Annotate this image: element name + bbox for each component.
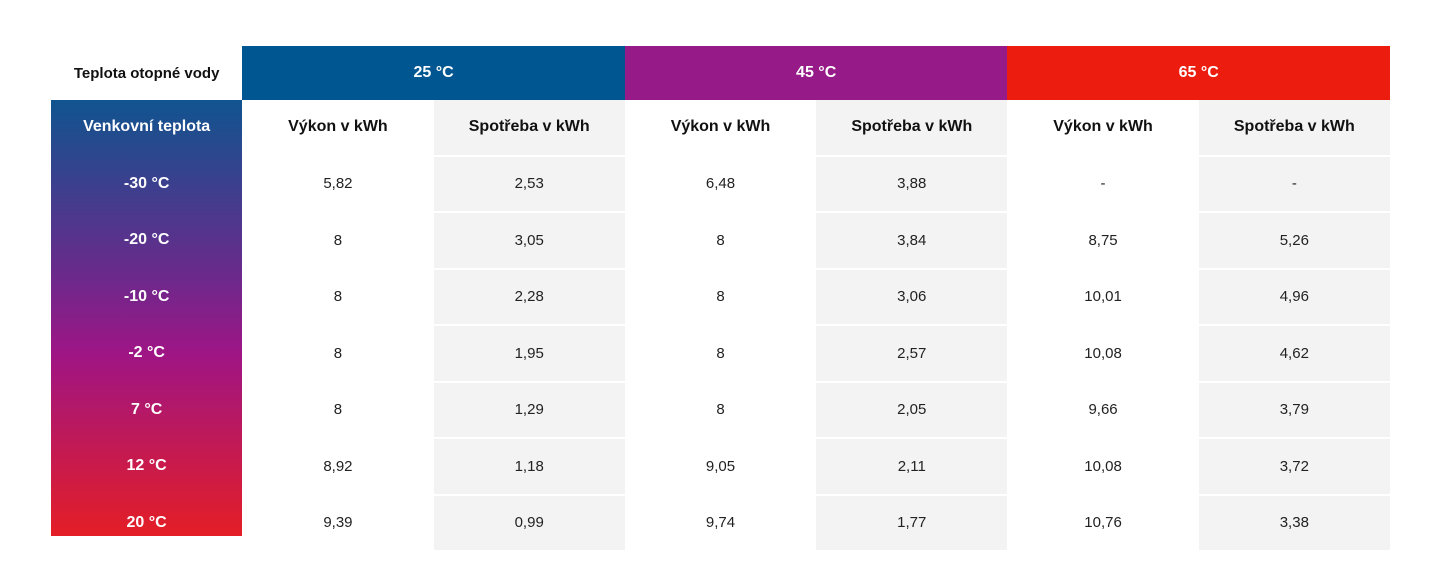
value-cell: 1,77 [816, 495, 1008, 550]
value-cell: 2,53 [433, 156, 625, 211]
value-cell: 3,72 [1198, 439, 1390, 494]
value-cell: 10,08 [1007, 439, 1199, 494]
value-cell: 3,79 [1198, 382, 1390, 437]
value-cell: 2,28 [433, 269, 625, 324]
value-cell: - [1007, 156, 1199, 211]
value-cell: 8 [242, 269, 434, 324]
value-cell: 1,95 [433, 326, 625, 381]
outdoor-temp-cell: 20 °C [126, 513, 167, 531]
outdoor-temp-cell: -20 °C [123, 231, 170, 249]
table-row: -10 °C 8 2,28 8 3,06 10,01 4,96 [51, 267, 1390, 324]
value-cell: - [1198, 156, 1390, 211]
outdoor-temp-cell: -30 °C [123, 174, 170, 192]
water-temp-header-row: Teplota otopné vody 25 °C 45 °C 65 °C [51, 46, 1391, 100]
value-cell: 8,92 [242, 439, 434, 494]
value-cell: 9,05 [624, 439, 817, 494]
outdoor-temp-cell: -2 °C [128, 344, 165, 362]
value-cell: 2,57 [816, 326, 1008, 381]
outdoor-temp-gradient [51, 100, 243, 536]
col-header-consumption: Spotřeba v kWh [816, 100, 1008, 155]
value-cell: 10,01 [1007, 269, 1199, 324]
col-header-power: Výkon v kWh [242, 100, 434, 155]
value-cell: 8,75 [1007, 213, 1199, 268]
value-cell: 5,26 [1198, 213, 1390, 268]
heat-pump-table: Teplota otopné vody 25 °C 45 °C 65 °C Ve… [51, 46, 1391, 550]
value-cell: 9,66 [1007, 382, 1199, 437]
table-row: -20 °C 8 3,05 8 3,84 8,75 5,26 [51, 211, 1390, 268]
outdoor-temp-label: Venkovní teplota [83, 118, 211, 136]
value-cell: 2,05 [816, 382, 1008, 437]
col-header-power: Výkon v kWh [1007, 100, 1199, 155]
value-cell: 8 [624, 269, 817, 324]
outdoor-temp-cell: 12 °C [126, 457, 167, 475]
value-cell: 1,18 [433, 439, 625, 494]
value-cell: 3,06 [816, 269, 1008, 324]
water-temp-65: 65 °C [1007, 46, 1391, 100]
value-cell: 1,29 [433, 382, 625, 437]
col-header-power: Výkon v kWh [624, 100, 817, 155]
value-cell: 6,48 [624, 156, 817, 211]
value-cell: 9,39 [242, 495, 434, 550]
value-cell: 10,76 [1007, 495, 1199, 550]
value-cell: 8 [242, 213, 434, 268]
value-cell: 8 [624, 326, 817, 381]
value-cell: 5,82 [242, 156, 434, 211]
value-cell: 3,05 [433, 213, 625, 268]
value-cell: 3,38 [1198, 495, 1390, 550]
value-cell: 9,74 [624, 495, 817, 550]
table-row: 7 °C 8 1,29 8 2,05 9,66 3,79 [51, 380, 1390, 437]
column-header-row: Venkovní teplota Výkon v kWh Spotřeba v … [51, 100, 1390, 155]
table-row: -2 °C 8 1,95 8 2,57 10,08 4,62 [51, 324, 1390, 381]
col-header-consumption: Spotřeba v kWh [1198, 100, 1390, 155]
table-row: 20 °C 9,39 0,99 9,74 1,77 10,76 3,38 [51, 493, 1390, 550]
value-cell: 3,84 [816, 213, 1008, 268]
water-temp-45: 45 °C [624, 46, 1008, 100]
value-cell: 8 [624, 213, 817, 268]
value-cell: 8 [624, 382, 817, 437]
value-cell: 8 [242, 382, 434, 437]
table-row: -30 °C 5,82 2,53 6,48 3,88 - - [51, 154, 1390, 211]
col-header-consumption: Spotřeba v kWh [433, 100, 625, 155]
value-cell: 2,11 [816, 439, 1008, 494]
water-temp-label: Teplota otopné vody [73, 64, 220, 82]
value-cell: 4,96 [1198, 269, 1390, 324]
outdoor-temp-cell: 7 °C [130, 400, 163, 418]
outdoor-temp-cell: -10 °C [123, 287, 170, 305]
water-temp-25: 25 °C [242, 46, 625, 100]
value-cell: 3,88 [816, 156, 1008, 211]
value-cell: 4,62 [1198, 326, 1390, 381]
value-cell: 8 [242, 326, 434, 381]
value-cell: 0,99 [433, 495, 625, 550]
value-cell: 10,08 [1007, 326, 1199, 381]
table-row: 12 °C 8,92 1,18 9,05 2,11 10,08 3,72 [51, 437, 1390, 494]
